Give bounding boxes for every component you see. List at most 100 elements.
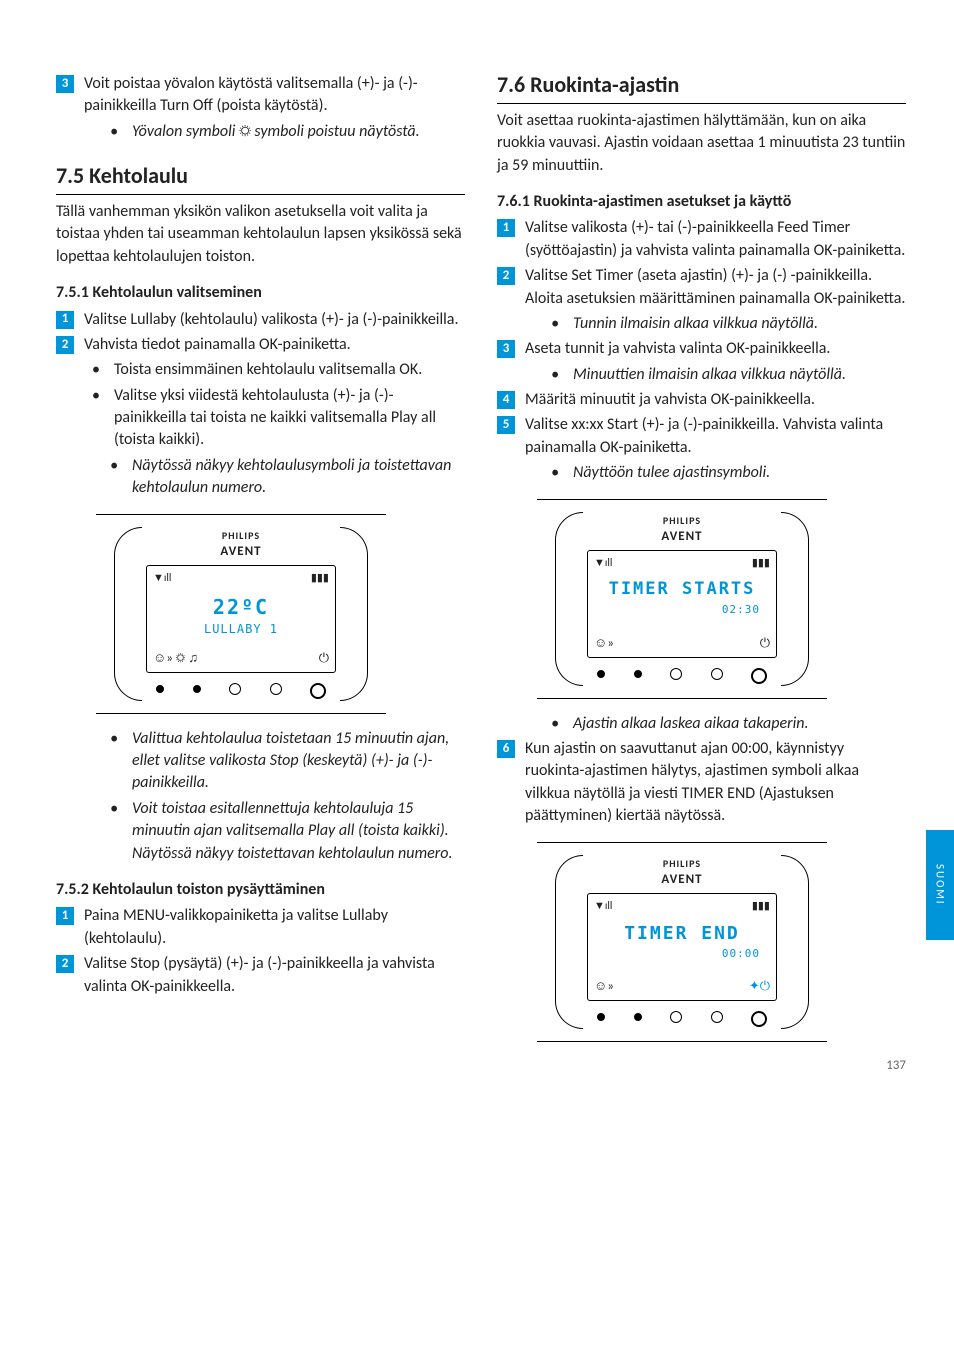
language-tab: SUOMI	[926, 830, 954, 940]
step-number: 6	[497, 740, 515, 758]
step-text: Vahvista tiedot painamalla OK-painiketta…	[84, 334, 465, 356]
step-text: Valitse Set Timer (aseta ajastin) (+)- j…	[525, 265, 906, 310]
step-text: Valitse Stop (pysäytä) (+)- ja (-)-paini…	[84, 953, 465, 998]
brand-label: PHILIPS	[587, 857, 777, 871]
lcd-sub-text: 00:00	[594, 946, 770, 961]
lcd-screen: ▼ıll ▮▮▮ 22ºC LULLABY 1 ☺» ☼ ♫ ⏻	[146, 565, 336, 673]
brand-label: PHILIPS	[146, 529, 336, 543]
section-intro: Tällä vanhemman yksikön valikon asetukse…	[56, 201, 465, 268]
step-item: 3 Aseta tunnit ja vahvista valinta OK-pa…	[497, 338, 906, 360]
step-item: 2 Vahvista tiedot painamalla OK-painiket…	[56, 334, 465, 356]
step-number: 2	[56, 955, 74, 973]
step-item: 6 Kun ajastin on saavuttanut ajan 00:00,…	[497, 738, 906, 828]
device-buttons	[156, 683, 326, 699]
status-icons: ☺» ☼ ♫	[153, 650, 198, 668]
button-dot	[597, 1013, 605, 1021]
device-illustration-lullaby: PHILIPS AVENT ▼ıll ▮▮▮ 22ºC LULLABY 1 ☺»…	[96, 514, 386, 714]
lcd-screen: ▼ıll ▮▮▮ TIMER STARTS 02:30 ☺» ⏻	[587, 550, 777, 658]
note-list: Minuuttien ilmaisin alkaa vilkkua näytöl…	[497, 364, 906, 386]
button-dot	[634, 1013, 642, 1021]
battery-icon: ▮▮▮	[311, 570, 329, 585]
device-arc-right	[340, 527, 368, 701]
power-icon: ⏻	[760, 635, 770, 653]
bullet-list: Toista ensimmäinen kehtolaulu valitsemal…	[56, 359, 465, 452]
button-dot	[193, 685, 201, 693]
button-dot	[597, 670, 605, 678]
note-text: Voit toistaa esitallennettuja kehtolaulu…	[110, 798, 465, 865]
step-item: 4 Määritä minuutit ja vahvista OK-painik…	[497, 389, 906, 411]
lcd-screen: ▼ıll ▮▮▮ TIMER END 00:00 ☺» ✦⏻	[587, 893, 777, 1001]
button-dot	[711, 1011, 723, 1023]
step-text: Paina MENU-valikkopainiketta ja valitse …	[84, 905, 465, 950]
button-dot	[751, 1011, 767, 1027]
step-text: Voit poistaa yövalon käytöstä valitsemal…	[84, 73, 465, 118]
step-text: Aseta tunnit ja vahvista valinta OK-pain…	[525, 338, 906, 360]
step-number: 1	[56, 311, 74, 329]
two-column-layout: 3 Voit poistaa yövalon käytöstä valitsem…	[56, 70, 906, 1056]
note-text: Minuuttien ilmaisin alkaa vilkkua näytöl…	[551, 364, 906, 386]
note-list: Yövalon symboli ☼ symboli poistuu näytös…	[56, 121, 465, 143]
status-icons: ☺»	[594, 978, 614, 996]
step-number: 3	[497, 340, 515, 358]
note-list: Valittua kehtolaulua toistetaan 15 minuu…	[56, 728, 465, 865]
note-text: Tunnin ilmaisin alkaa vilkkua näytöllä.	[551, 313, 906, 335]
step-text: Valitse Lullaby (kehtolaulu) valikosta (…	[84, 309, 465, 331]
left-column: 3 Voit poistaa yövalon käytöstä valitsem…	[56, 70, 465, 1056]
step-item: 1 Valitse valikosta (+)- tai (-)-painikk…	[497, 217, 906, 262]
step-text: Valitse xx:xx Start (+)- ja (-)-painikke…	[525, 414, 906, 459]
step-item: 5 Valitse xx:xx Start (+)- ja (-)-painik…	[497, 414, 906, 459]
section-intro: Voit asettaa ruokinta-ajastimen hälyttäm…	[497, 110, 906, 177]
subsection-heading: 7.6.1 Ruokinta-ajastimen asetukset ja kä…	[497, 191, 906, 213]
step-number: 3	[56, 75, 74, 93]
button-dot	[270, 683, 282, 695]
lcd-main-text: TIMER END	[594, 921, 770, 946]
step-item: 1 Valitse Lullaby (kehtolaulu) valikosta…	[56, 309, 465, 331]
brand-label: PHILIPS	[587, 514, 777, 528]
bullet-text: Toista ensimmäinen kehtolaulu valitsemal…	[92, 359, 465, 381]
note-list: Ajastin alkaa laskea aikaa takaperin.	[497, 713, 906, 735]
device-arc-right	[781, 512, 809, 686]
device-arc-left	[555, 512, 583, 686]
section-heading: 7.5 Kehtolaulu	[56, 161, 465, 195]
signal-icon: ▼ıll	[594, 898, 612, 913]
right-column: 7.6 Ruokinta-ajastin Voit asettaa ruokin…	[497, 70, 906, 1056]
note-text: Näyttöön tulee ajastinsymboli.	[551, 462, 906, 484]
button-dot	[711, 668, 723, 680]
button-dot	[670, 1011, 682, 1023]
lcd-main-text: TIMER STARTS	[594, 578, 770, 602]
step-number: 1	[56, 907, 74, 925]
step-item: 2 Valitse Set Timer (aseta ajastin) (+)-…	[497, 265, 906, 310]
device-buttons	[597, 668, 767, 684]
lcd-sub-text: 02:30	[594, 602, 770, 617]
device-arc-left	[555, 855, 583, 1029]
step-text: Kun ajastin on saavuttanut ajan 00:00, k…	[525, 738, 906, 828]
step-item: 3 Voit poistaa yövalon käytöstä valitsem…	[56, 73, 465, 118]
button-dot	[156, 685, 164, 693]
step-number: 2	[497, 267, 515, 285]
note-list: Näytössä näkyy kehtolaulusymboli ja tois…	[56, 455, 465, 500]
note-text: Näytössä näkyy kehtolaulusymboli ja tois…	[110, 455, 465, 500]
device-arc-left	[114, 527, 142, 701]
step-number: 4	[497, 391, 515, 409]
note-list: Näyttöön tulee ajastinsymboli.	[497, 462, 906, 484]
battery-icon: ▮▮▮	[752, 555, 770, 570]
step-text: Valitse valikosta (+)- tai (-)-painikkee…	[525, 217, 906, 262]
subbrand-label: AVENT	[146, 543, 336, 561]
signal-icon: ▼ıll	[594, 555, 612, 570]
battery-icon: ▮▮▮	[752, 898, 770, 913]
step-item: 2 Valitse Stop (pysäytä) (+)- ja (-)-pai…	[56, 953, 465, 998]
signal-icon: ▼ıll	[153, 570, 171, 585]
section-heading: 7.6 Ruokinta-ajastin	[497, 70, 906, 104]
device-arc-right	[781, 855, 809, 1029]
status-icons: ☺»	[594, 635, 614, 653]
step-number: 5	[497, 416, 515, 434]
device-illustration-timer-end: PHILIPS AVENT ▼ıll ▮▮▮ TIMER END 00:00 ☺…	[537, 842, 827, 1042]
page-number: 137	[886, 1057, 906, 1075]
note-text: Valittua kehtolaulua toistetaan 15 minuu…	[110, 728, 465, 795]
bullet-text: Valitse yksi viidestä kehtolaulusta (+)-…	[92, 385, 465, 452]
step-number: 1	[497, 219, 515, 237]
button-dot	[670, 668, 682, 680]
button-dot	[634, 670, 642, 678]
power-icon: ✦⏻	[749, 978, 770, 996]
power-icon: ⏻	[319, 650, 329, 668]
